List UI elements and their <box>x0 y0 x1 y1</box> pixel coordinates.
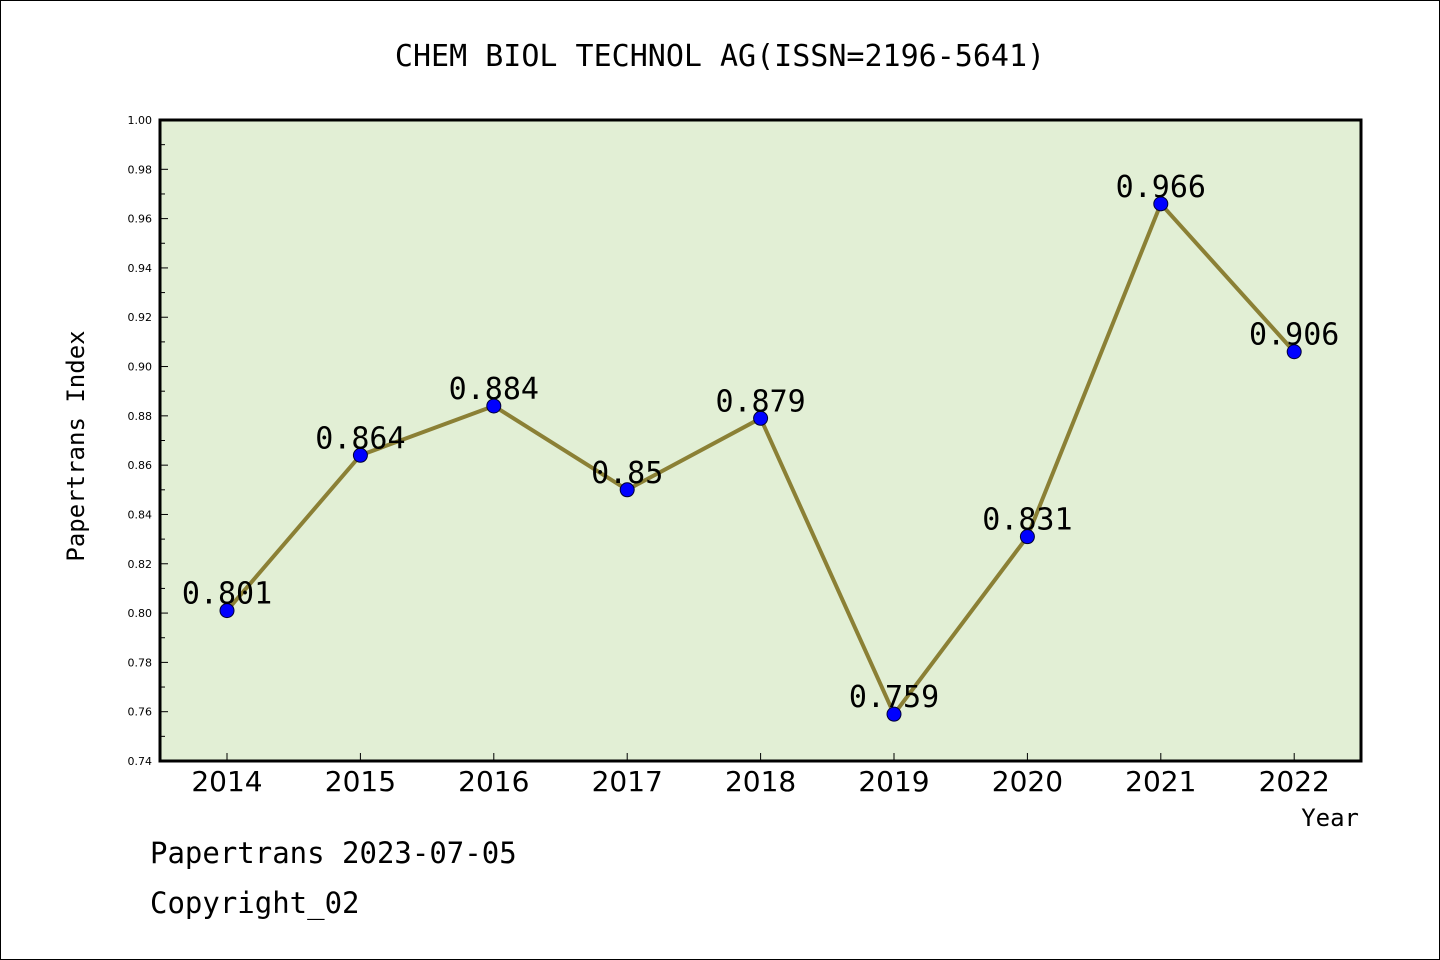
y-tick-label: 0.76 <box>128 706 153 719</box>
data-point <box>753 410 769 426</box>
x-tick-label: 2016 <box>458 765 529 798</box>
data-label: 0.85 <box>591 456 663 491</box>
data-label: 0.759 <box>849 680 939 715</box>
data-point <box>486 398 502 414</box>
data-point <box>619 482 635 498</box>
data-label: 0.966 <box>1116 170 1206 205</box>
x-tick-label: 2019 <box>858 765 929 798</box>
footer-copyright-line: Copyright_02 <box>150 886 360 920</box>
data-point <box>352 447 368 463</box>
data-point <box>1286 344 1302 360</box>
y-tick-label: 0.92 <box>128 311 153 324</box>
y-tick-label: 0.96 <box>128 213 153 226</box>
y-tick-label: 0.78 <box>128 656 153 669</box>
data-label: 0.884 <box>449 372 539 407</box>
y-tick-label: 0.74 <box>128 755 153 768</box>
data-label: 0.801 <box>182 577 272 612</box>
x-tick-label: 2017 <box>592 765 663 798</box>
x-tick-label: 2018 <box>725 765 796 798</box>
data-point <box>219 603 235 619</box>
data-label: 0.831 <box>982 503 1072 538</box>
y-axis: 0.74 0.76 0.78 0.80 0.82 0.84 0.86 0.88 0.90 0.92… <box>128 114 168 768</box>
data-label: 0.864 <box>315 421 405 456</box>
y-tick-label: 0.86 <box>128 459 153 472</box>
footer-date-line: Papertrans 2023-07-05 <box>150 836 517 870</box>
y-tick-label: 0.84 <box>128 508 153 521</box>
x-tick-label: 2020 <box>992 765 1063 798</box>
y-tick-label: 0.80 <box>128 607 153 620</box>
data-point <box>1153 196 1169 212</box>
x-axis-label: Year <box>1301 804 1359 832</box>
y-tick-label: 0.94 <box>128 262 153 275</box>
plot-area <box>158 118 1363 763</box>
data-point <box>1019 529 1035 545</box>
series-papertrans-index: 0.801 0.864 0.884 0.85 0.879 0.759 0.831 0.966 0… <box>182 170 1339 722</box>
y-tick-label: 0.98 <box>128 163 153 176</box>
y-tick-label: 0.82 <box>128 558 153 571</box>
y-tick-label: 1.00 <box>128 114 153 127</box>
x-tick-label: 2021 <box>1125 765 1196 798</box>
chart-title: CHEM BIOL TECHNOL AG(ISSN=2196-5641) <box>395 39 1045 74</box>
data-point <box>886 706 902 722</box>
y-tick-label: 0.90 <box>128 361 153 374</box>
x-tick-label: 2015 <box>325 765 396 798</box>
x-tick-label: 2022 <box>1259 765 1330 798</box>
data-label: 0.879 <box>715 384 805 419</box>
x-tick-label: 2014 <box>191 765 262 798</box>
y-tick-label: 0.88 <box>128 410 153 423</box>
x-axis: 2014 2015 2016 2017 2018 2019 2020 2021 2022 <box>191 753 1330 798</box>
y-axis-label: Papertrans Index <box>62 330 90 561</box>
data-label: 0.906 <box>1249 318 1339 353</box>
